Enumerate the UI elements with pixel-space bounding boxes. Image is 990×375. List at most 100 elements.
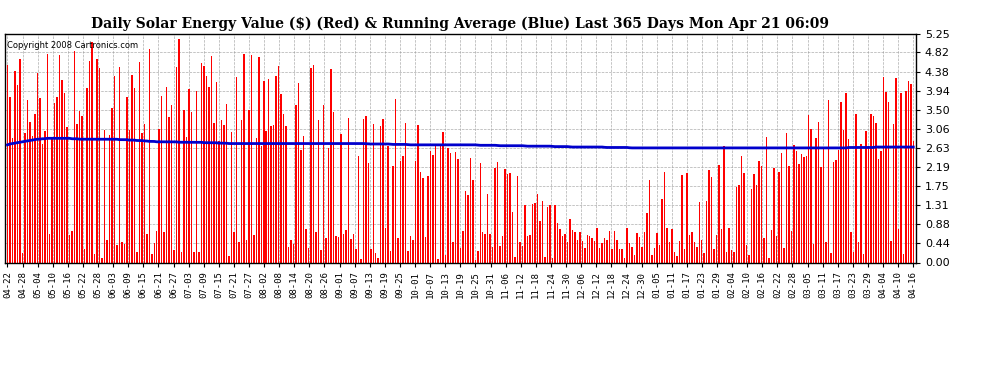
Bar bbox=[898, 229, 899, 262]
Bar bbox=[226, 104, 227, 262]
Bar bbox=[273, 125, 274, 262]
Bar bbox=[676, 256, 677, 262]
Bar bbox=[74, 51, 75, 262]
Bar bbox=[288, 248, 289, 262]
Bar bbox=[168, 117, 170, 262]
Bar bbox=[367, 163, 369, 262]
Bar bbox=[14, 70, 16, 262]
Bar bbox=[683, 249, 685, 262]
Bar bbox=[791, 231, 792, 262]
Bar bbox=[139, 62, 140, 262]
Bar bbox=[852, 252, 854, 262]
Bar bbox=[171, 105, 172, 262]
Bar bbox=[81, 116, 83, 262]
Bar bbox=[258, 57, 259, 262]
Bar bbox=[201, 63, 202, 262]
Bar bbox=[691, 232, 693, 262]
Bar bbox=[295, 105, 297, 262]
Bar bbox=[443, 132, 444, 262]
Bar bbox=[208, 87, 210, 262]
Bar bbox=[484, 234, 486, 262]
Bar bbox=[507, 174, 509, 262]
Bar bbox=[106, 240, 108, 262]
Bar bbox=[726, 252, 728, 262]
Bar bbox=[178, 39, 180, 262]
Bar bbox=[753, 174, 754, 262]
Bar bbox=[433, 155, 434, 262]
Bar bbox=[94, 254, 95, 262]
Bar bbox=[111, 108, 113, 262]
Bar bbox=[704, 254, 705, 262]
Bar bbox=[234, 232, 235, 262]
Bar bbox=[395, 99, 396, 262]
Bar bbox=[903, 254, 904, 262]
Bar bbox=[760, 166, 762, 262]
Bar bbox=[405, 123, 406, 262]
Bar bbox=[517, 176, 519, 262]
Bar bbox=[653, 248, 655, 262]
Bar bbox=[280, 94, 282, 262]
Bar bbox=[228, 256, 230, 262]
Bar bbox=[530, 234, 531, 262]
Bar bbox=[828, 100, 830, 262]
Bar bbox=[372, 124, 374, 262]
Bar bbox=[614, 231, 616, 262]
Bar bbox=[447, 148, 448, 262]
Bar bbox=[551, 258, 553, 262]
Bar bbox=[191, 112, 192, 262]
Bar bbox=[561, 236, 563, 262]
Bar bbox=[515, 257, 516, 262]
Bar bbox=[440, 146, 442, 262]
Bar bbox=[318, 120, 319, 262]
Bar bbox=[566, 242, 568, 262]
Bar bbox=[673, 252, 675, 262]
Bar bbox=[504, 169, 506, 262]
Bar bbox=[609, 231, 611, 262]
Bar bbox=[775, 236, 777, 262]
Bar bbox=[895, 78, 897, 262]
Bar bbox=[435, 144, 437, 262]
Bar bbox=[341, 134, 342, 262]
Bar bbox=[678, 240, 680, 262]
Bar bbox=[540, 220, 541, 262]
Bar bbox=[188, 89, 190, 262]
Bar bbox=[890, 241, 892, 262]
Bar bbox=[867, 146, 869, 262]
Bar bbox=[338, 237, 340, 262]
Bar bbox=[668, 242, 670, 262]
Bar bbox=[313, 65, 314, 262]
Bar bbox=[206, 76, 207, 262]
Bar bbox=[579, 232, 580, 262]
Bar bbox=[474, 260, 476, 262]
Bar bbox=[136, 252, 138, 262]
Bar bbox=[265, 131, 267, 262]
Bar bbox=[602, 243, 603, 262]
Bar bbox=[283, 114, 284, 262]
Bar bbox=[594, 241, 595, 262]
Bar bbox=[778, 172, 780, 262]
Bar bbox=[520, 242, 521, 262]
Bar bbox=[821, 166, 822, 262]
Bar bbox=[525, 206, 526, 262]
Bar bbox=[198, 252, 200, 262]
Bar bbox=[402, 156, 404, 262]
Bar bbox=[96, 59, 98, 262]
Bar bbox=[734, 252, 735, 262]
Bar bbox=[109, 135, 110, 262]
Bar bbox=[213, 123, 215, 262]
Bar bbox=[221, 120, 222, 262]
Bar bbox=[101, 258, 103, 262]
Bar bbox=[29, 122, 31, 262]
Bar bbox=[632, 247, 633, 262]
Bar bbox=[719, 165, 720, 262]
Bar bbox=[285, 126, 287, 262]
Bar bbox=[801, 154, 802, 262]
Bar bbox=[599, 248, 601, 262]
Bar bbox=[303, 136, 304, 262]
Bar bbox=[729, 228, 730, 262]
Bar bbox=[542, 201, 544, 262]
Bar bbox=[308, 248, 309, 262]
Bar bbox=[263, 81, 264, 262]
Bar bbox=[59, 56, 60, 262]
Bar bbox=[241, 120, 243, 262]
